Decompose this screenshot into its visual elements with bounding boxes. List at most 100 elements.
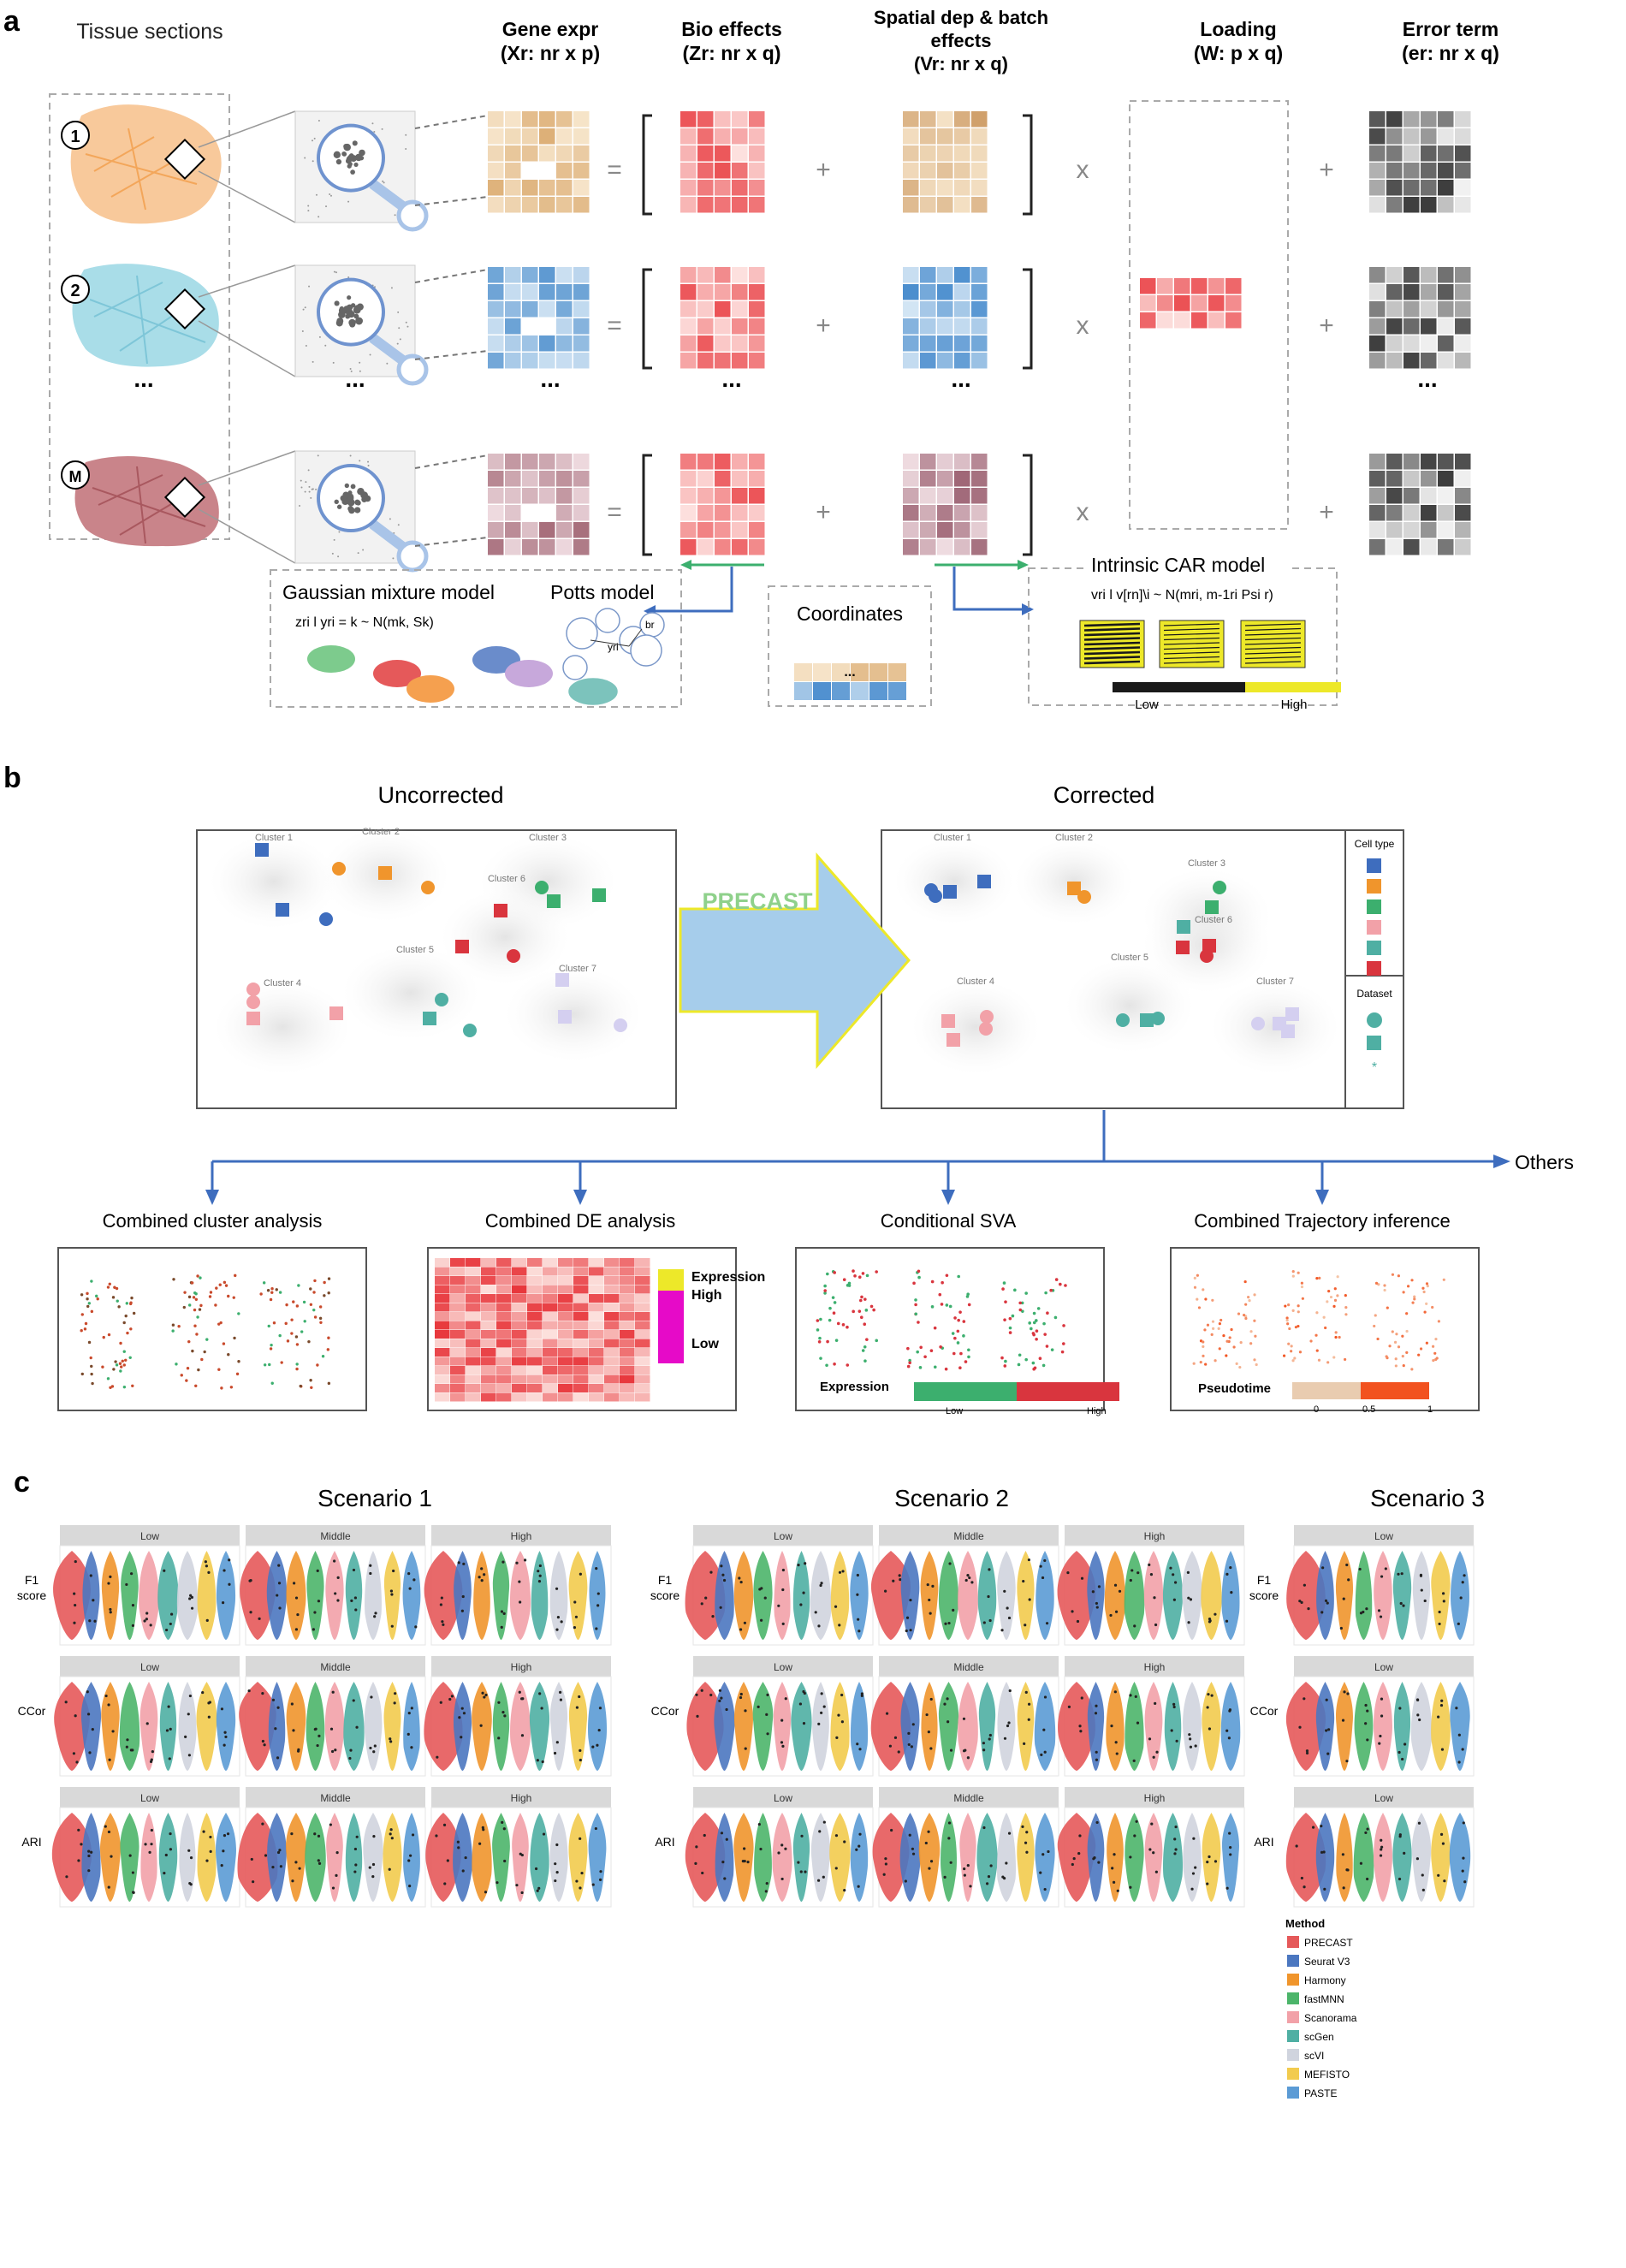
violin-mefisto [383, 1813, 402, 1902]
bg-dot [333, 538, 335, 541]
matrix-cell [920, 488, 936, 504]
violin-point [968, 1576, 971, 1580]
header-line: effects [931, 30, 992, 51]
matrix-cell [573, 454, 590, 470]
spot [965, 1295, 970, 1298]
matrix-cell [488, 180, 504, 196]
spot [847, 1281, 852, 1285]
bg-dot [300, 479, 302, 482]
sva-high-label: High [1087, 1406, 1107, 1416]
matrix-cell [1421, 335, 1437, 352]
heatmap-cell [512, 1276, 527, 1285]
violin-point [394, 1692, 397, 1695]
spot [1422, 1290, 1426, 1294]
zoom-line [198, 508, 296, 564]
violin-point [1174, 1825, 1178, 1829]
matrix-cell [1421, 163, 1437, 179]
violin-point [538, 1574, 542, 1577]
spot [1401, 1355, 1404, 1358]
cell-dot [344, 483, 349, 489]
pseudotime-label: Pseudotime [1198, 1381, 1271, 1396]
spot [191, 1349, 194, 1353]
cell-square [455, 940, 469, 953]
violin-point [538, 1564, 542, 1568]
spot [115, 1286, 119, 1291]
heatmap-cell [589, 1276, 604, 1285]
matrix-cell [697, 454, 714, 470]
spot [129, 1327, 133, 1331]
violin-point [804, 1870, 807, 1873]
spot [918, 1366, 923, 1369]
matrix-cell [1421, 111, 1437, 128]
violin-point [1095, 1820, 1099, 1825]
violin-point [1346, 1692, 1350, 1695]
matrix-cell [749, 471, 765, 487]
violin-point [988, 1618, 992, 1623]
violin-point [594, 1826, 597, 1831]
matrix-cell [697, 145, 714, 162]
cell-dot [334, 300, 340, 306]
violin-mefisto [568, 1682, 588, 1771]
violin-point [1437, 1715, 1440, 1719]
heatmap-cell [481, 1321, 496, 1330]
violin-point [503, 1859, 507, 1863]
pseudotime-tick: 0.5 [1362, 1404, 1375, 1415]
spot [1291, 1274, 1295, 1278]
cell-dot [350, 169, 355, 175]
matrix-cell [715, 111, 731, 128]
cluster-label: Cluster 1 [934, 833, 971, 843]
facet-strip [246, 1787, 425, 1808]
metric-label: CCor [651, 1704, 679, 1718]
violin-point [1154, 1623, 1158, 1627]
violin-harmony [101, 1682, 120, 1771]
analysis-title: Conditional SVA [881, 1210, 1017, 1232]
spot [175, 1363, 178, 1366]
spot [1218, 1322, 1221, 1326]
spot [310, 1386, 313, 1390]
matrix-cell [488, 488, 504, 504]
violin-point [929, 1860, 934, 1863]
violin-point [107, 1830, 111, 1834]
spot [967, 1348, 970, 1352]
facet-label: Middle [320, 1661, 351, 1673]
matrix-cell [937, 471, 953, 487]
heatmap-cell [635, 1357, 650, 1366]
facet-panel: Middle [237, 1787, 426, 1908]
violin-point [1457, 1733, 1461, 1737]
violin-point [294, 1628, 299, 1631]
legend-dataset: Dataset [1356, 988, 1392, 1000]
violin-point [205, 1859, 209, 1862]
cell-square [1205, 900, 1219, 914]
matrix-cell [749, 301, 765, 318]
matrix-cell [697, 180, 714, 196]
spot [1386, 1306, 1389, 1309]
spot [1035, 1329, 1039, 1333]
spot [1000, 1356, 1004, 1360]
matrix-cell [920, 284, 936, 300]
violin-point [336, 1576, 340, 1579]
violin-point [1000, 1629, 1004, 1632]
violin-point [781, 1744, 785, 1748]
spot [939, 1345, 942, 1349]
matrix-cell [522, 335, 538, 352]
violin-mefisto [1431, 1551, 1451, 1640]
matrix-cell [1174, 312, 1190, 329]
violin-point [249, 1579, 252, 1582]
gmm-formula: zri l yri = k ~ N(mk, Sk) [295, 615, 434, 630]
matrix-cell [937, 318, 953, 335]
header-line: (Zr: nr x q) [683, 42, 781, 64]
violin-point [1078, 1834, 1082, 1838]
bg-dot [311, 488, 313, 490]
bg-dot [350, 370, 353, 372]
violin-point [858, 1832, 862, 1836]
spot [865, 1274, 869, 1278]
heatmap-cell [450, 1392, 466, 1402]
violin-scvi [997, 1551, 1016, 1640]
heatmap-cell [620, 1303, 635, 1312]
column-header-error: Error term (er: nr x q) [1402, 18, 1499, 64]
spot [1334, 1335, 1338, 1339]
spot [122, 1385, 127, 1389]
spot [1394, 1364, 1398, 1368]
matrix-cell [903, 539, 919, 555]
spot [1004, 1359, 1007, 1363]
